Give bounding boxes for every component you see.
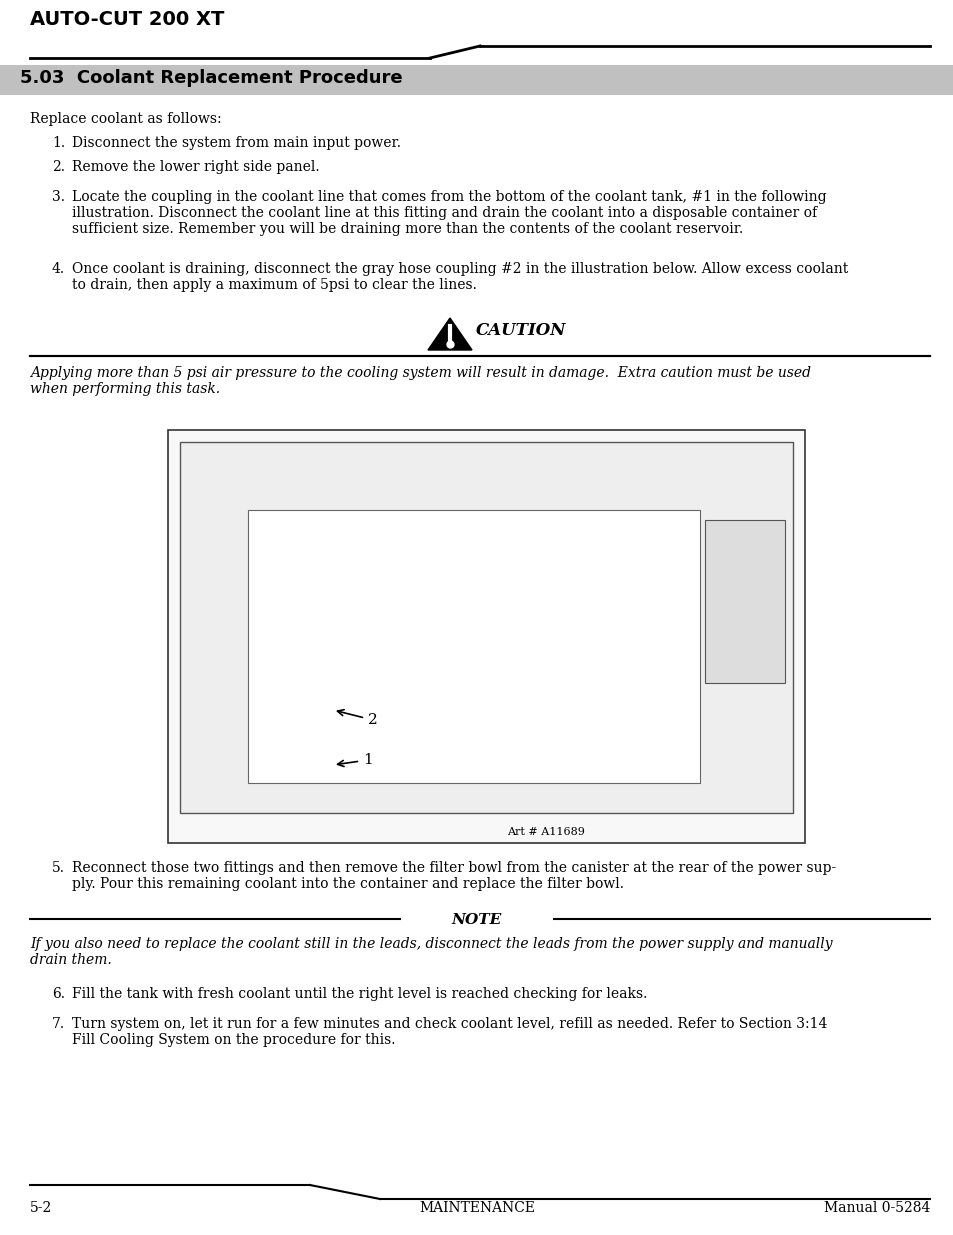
Text: Fill the tank with fresh coolant until the right level is reached checking for l: Fill the tank with fresh coolant until t… [71, 987, 647, 1002]
Text: Replace coolant as follows:: Replace coolant as follows: [30, 112, 221, 126]
Text: 6.: 6. [52, 987, 65, 1002]
Text: to drain, then apply a maximum of 5psi to clear the lines.: to drain, then apply a maximum of 5psi t… [71, 278, 476, 291]
Text: Remove the lower right side panel.: Remove the lower right side panel. [71, 161, 319, 174]
Text: 5-2: 5-2 [30, 1200, 52, 1215]
Text: ply. Pour this remaining coolant into the container and replace the filter bowl.: ply. Pour this remaining coolant into th… [71, 877, 623, 890]
Bar [180, 442, 792, 813]
Text: If you also need to replace the coolant still in the leads, disconnect the leads: If you also need to replace the coolant … [30, 937, 832, 951]
Text: Locate the coupling in the coolant line that comes from the bottom of the coolan: Locate the coupling in the coolant line … [71, 190, 825, 204]
Text: CAUTION: CAUTION [476, 322, 566, 338]
Bar [704, 520, 784, 683]
Text: Fill Cooling System on the procedure for this.: Fill Cooling System on the procedure for… [71, 1032, 395, 1047]
Text: 3.: 3. [52, 190, 65, 204]
Text: AUTO-CUT 200 XT: AUTO-CUT 200 XT [30, 10, 224, 28]
Text: Manual 0-5284: Manual 0-5284 [822, 1200, 929, 1215]
Text: Applying more than 5 psi air pressure to the cooling system will result in damag: Applying more than 5 psi air pressure to… [30, 366, 810, 380]
Text: 2: 2 [337, 710, 377, 727]
Text: 5.: 5. [52, 861, 65, 876]
Text: Reconnect those two fittings and then remove the filter bowl from the canister a: Reconnect those two fittings and then re… [71, 861, 836, 876]
Text: 1: 1 [337, 753, 373, 767]
Text: 2.: 2. [52, 161, 65, 174]
Text: Art # A11689: Art # A11689 [507, 827, 585, 837]
Text: Turn system on, let it run for a few minutes and check coolant level, refill as : Turn system on, let it run for a few min… [71, 1016, 826, 1031]
Text: 7.: 7. [52, 1016, 65, 1031]
Bar [168, 430, 804, 844]
Text: Once coolant is draining, disconnect the gray hose coupling #2 in the illustrati: Once coolant is draining, disconnect the… [71, 262, 847, 275]
Text: MAINTENANCE: MAINTENANCE [418, 1200, 535, 1215]
Polygon shape [428, 317, 472, 350]
Text: sufficient size. Remember you will be draining more than the contents of the coo: sufficient size. Remember you will be dr… [71, 222, 742, 236]
Text: 1.: 1. [52, 136, 65, 149]
Text: 4.: 4. [52, 262, 65, 275]
Bar [0, 65, 953, 95]
Text: NOTE: NOTE [452, 913, 501, 927]
Text: when performing this task.: when performing this task. [30, 382, 220, 396]
Bar [248, 510, 700, 783]
Text: 5.03  Coolant Replacement Procedure: 5.03 Coolant Replacement Procedure [20, 69, 402, 86]
Text: illustration. Disconnect the coolant line at this fitting and drain the coolant : illustration. Disconnect the coolant lin… [71, 206, 817, 220]
Text: drain them.: drain them. [30, 953, 112, 967]
Text: Disconnect the system from main input power.: Disconnect the system from main input po… [71, 136, 400, 149]
